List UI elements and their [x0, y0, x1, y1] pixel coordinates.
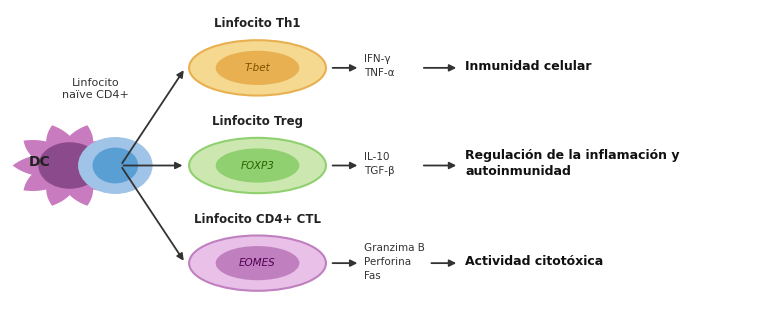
Ellipse shape — [189, 40, 326, 96]
Ellipse shape — [38, 142, 101, 189]
Ellipse shape — [216, 51, 300, 85]
Text: FOXP3: FOXP3 — [241, 161, 274, 170]
Text: Actividad citotóxica: Actividad citotóxica — [465, 255, 604, 268]
Text: Linfocito Treg: Linfocito Treg — [212, 115, 303, 128]
Ellipse shape — [189, 138, 326, 193]
Ellipse shape — [78, 137, 152, 194]
Ellipse shape — [189, 235, 326, 291]
Text: Linfocito Th1: Linfocito Th1 — [214, 18, 301, 30]
Text: Granzima B
Perforina
Fas: Granzima B Perforina Fas — [364, 243, 425, 280]
Polygon shape — [13, 125, 126, 206]
Text: Regulación de la inflamación y
autoinmunidad: Regulación de la inflamación y autoinmun… — [465, 149, 679, 178]
Text: Inmunidad celular: Inmunidad celular — [465, 60, 591, 73]
Text: DC: DC — [28, 155, 50, 169]
Text: IFN-γ
TNF-α: IFN-γ TNF-α — [364, 54, 394, 78]
Ellipse shape — [93, 148, 138, 183]
Ellipse shape — [216, 148, 300, 183]
Ellipse shape — [216, 246, 300, 280]
Text: EOMES: EOMES — [239, 258, 276, 268]
Text: Linfocito
naïve CD4+: Linfocito naïve CD4+ — [62, 78, 129, 100]
Text: Linfocito CD4+ CTL: Linfocito CD4+ CTL — [194, 213, 321, 226]
Text: IL-10
TGF-β: IL-10 TGF-β — [364, 152, 394, 176]
Text: T-bet: T-bet — [244, 63, 270, 73]
